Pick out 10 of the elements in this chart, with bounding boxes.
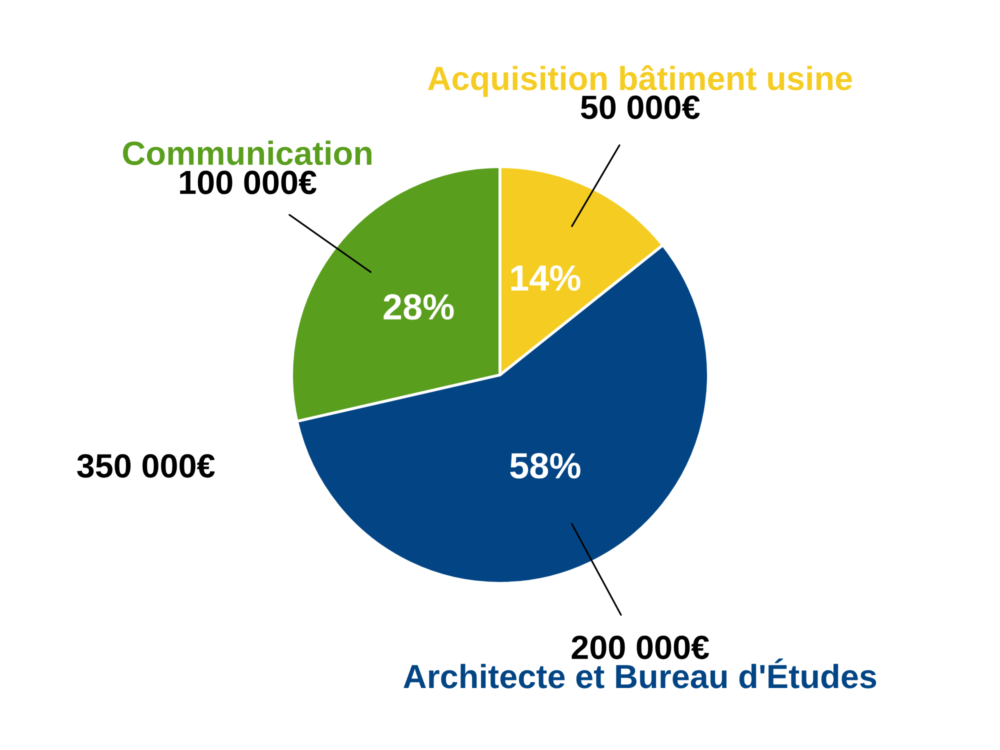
text: 14% — [511, 265, 580, 291]
text: 350 000€ — [77, 454, 215, 478]
slice-label: Communication — [122, 140, 372, 166]
text: 28% — [384, 294, 454, 320]
data-label: 50 000€ — [580, 96, 700, 120]
data-label: 100 000€ — [180, 170, 316, 194]
text: 58% — [510, 452, 580, 479]
data-label: 200 000€ — [572, 636, 710, 660]
slice-label: Acquisition bâtiment usine — [428, 65, 852, 97]
slice-label: Architecte et Bureau d'Études — [404, 658, 876, 688]
